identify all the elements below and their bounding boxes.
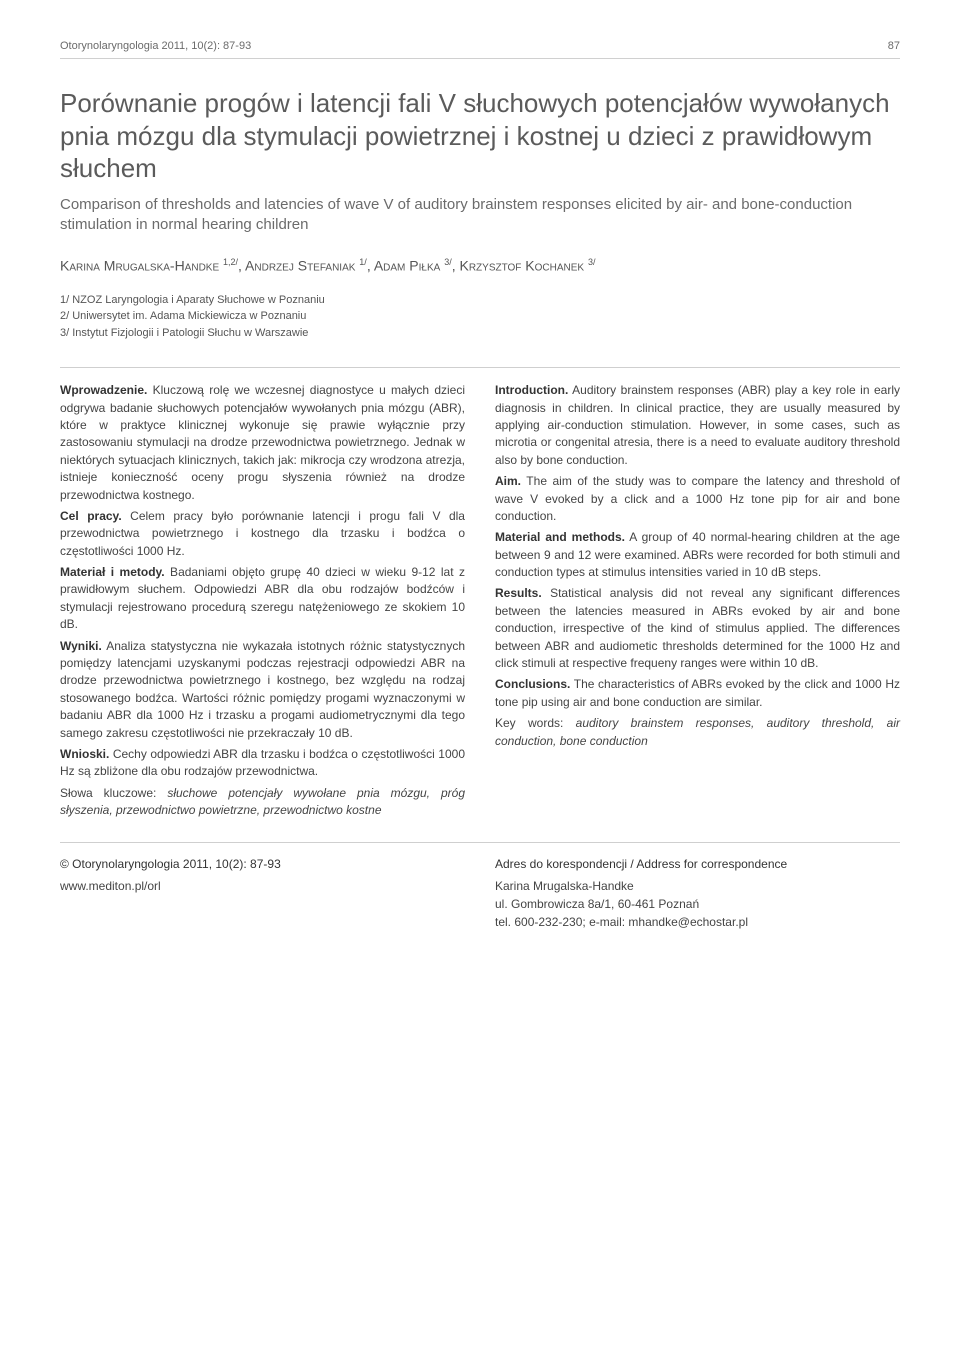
abstract-results: Wyniki. Analiza statystyczna nie wykazał… [60, 638, 465, 742]
page-number: 87 [888, 40, 900, 52]
label-material-en: Material and methods. [495, 530, 625, 544]
label-introduction: Introduction. [495, 383, 568, 397]
divider [60, 367, 900, 368]
abstract-material: Materiał i metody. Badaniami objęto grup… [60, 564, 465, 634]
abstract-introduction: Introduction. Auditory brainstem respons… [495, 382, 900, 469]
correspondence-contact: tel. 600-232-230; e-mail: mhandke@echost… [495, 913, 900, 931]
affiliations-block: 1/ NZOZ Laryngologia i Aparaty Słuchowe … [60, 292, 900, 342]
keywords-polish: Słowa kluczowe: słuchowe potencjały wywo… [60, 785, 465, 820]
label-wprowadzenie: Wprowadzenie. [60, 383, 147, 397]
text-aim: The aim of the study was to compare the … [495, 474, 900, 523]
abstract-introduction: Wprowadzenie. Kluczową rolę we wczesnej … [60, 382, 465, 504]
abstract-aim: Cel pracy. Celem pracy było porównanie l… [60, 508, 465, 560]
footer-right: Adres do korespondencji / Address for co… [495, 855, 900, 931]
text-wprowadzenie: Kluczową rolę we wczesnej diagnostyce u … [60, 383, 465, 501]
abstract-polish: Wprowadzenie. Kluczową rolę we wczesnej … [60, 382, 465, 823]
article-title-english: Comparison of thresholds and latencies o… [60, 195, 900, 236]
footer-citation: © Otorynolaryngologia 2011, 10(2): 87-93 [60, 855, 465, 873]
correspondence-name: Karina Mrugalska-Handke [495, 877, 900, 895]
label-wnioski: Wnioski. [60, 747, 109, 761]
keywords-label: Key words: [495, 716, 576, 730]
keywords-english: Key words: auditory brainstem responses,… [495, 715, 900, 750]
abstract-aim: Aim. The aim of the study was to compare… [495, 473, 900, 525]
correspondence-heading: Adres do korespondencji / Address for co… [495, 855, 900, 873]
abstract-row: Wprowadzenie. Kluczową rolę we wczesnej … [60, 382, 900, 823]
affiliation-item: 3/ Instytut Fizjologii i Patologii Słuch… [60, 325, 900, 342]
abstract-english: Introduction. Auditory brainstem respons… [495, 382, 900, 823]
text-cel: Celem pracy było porównanie latencji i p… [60, 509, 465, 558]
running-header: Otorynolaryngologia 2011, 10(2): 87-93 8… [60, 40, 900, 52]
correspondence-address: ul. Gombrowicza 8a/1, 60-461 Poznań [495, 895, 900, 913]
affiliation-item: 2/ Uniwersytet im. Adama Mickiewicza w P… [60, 308, 900, 325]
footer-url: www.mediton.pl/orl [60, 877, 465, 895]
label-conclusions: Conclusions. [495, 677, 570, 691]
page: Otorynolaryngologia 2011, 10(2): 87-93 8… [0, 0, 960, 971]
header-rule [60, 58, 900, 59]
label-results: Results. [495, 586, 542, 600]
running-header-text: Otorynolaryngologia 2011, 10(2): 87-93 [60, 40, 251, 52]
keywords-label: Słowa kluczowe: [60, 786, 167, 800]
abstract-conclusions: Wnioski. Cechy odpowiedzi ABR dla trzask… [60, 746, 465, 781]
label-cel: Cel pracy. [60, 509, 122, 523]
affiliation-item: 1/ NZOZ Laryngologia i Aparaty Słuchowe … [60, 292, 900, 309]
text-wyniki: Analiza statystyczna nie wykazała istotn… [60, 639, 465, 740]
footer-row: © Otorynolaryngologia 2011, 10(2): 87-93… [60, 855, 900, 931]
abstract-results: Results. Statistical analysis did not re… [495, 585, 900, 672]
footer-left: © Otorynolaryngologia 2011, 10(2): 87-93… [60, 855, 465, 931]
label-wyniki: Wyniki. [60, 639, 102, 653]
footer-rule [60, 842, 900, 843]
article-title-polish: Porównanie progów i latencji fali V słuc… [60, 87, 900, 185]
abstract-material: Material and methods. A group of 40 norm… [495, 529, 900, 581]
text-wnioski: Cechy odpowiedzi ABR dla trzasku i bodźc… [60, 747, 465, 778]
label-aim: Aim. [495, 474, 521, 488]
text-results: Statistical analysis did not reveal any … [495, 586, 900, 670]
authors-line: Karina Mrugalska-Handke 1,2/, Andrzej St… [60, 257, 900, 274]
label-material: Materiał i metody. [60, 565, 165, 579]
abstract-conclusions: Conclusions. The characteristics of ABRs… [495, 676, 900, 711]
